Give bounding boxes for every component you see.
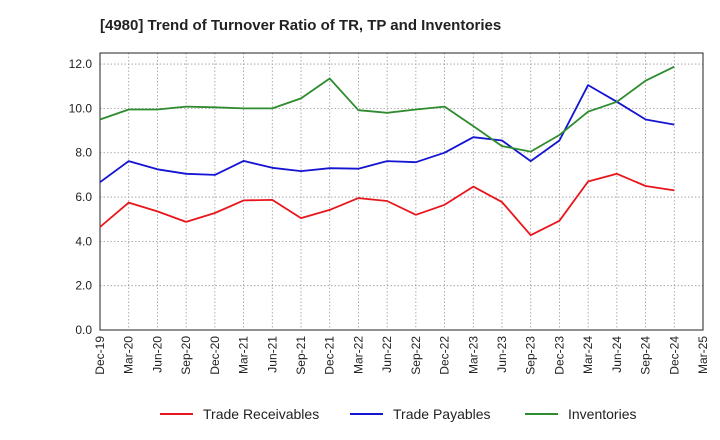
- y-tick-label: 10.0: [69, 101, 93, 115]
- x-tick-label: Dec-24: [667, 336, 681, 375]
- y-tick-label: 8.0: [75, 146, 92, 160]
- plot-frame: [99, 52, 704, 331]
- x-tick-label: Mar-20: [122, 336, 136, 374]
- x-tick-label: Mar-21: [237, 336, 251, 374]
- y-tick-label: 2.0: [75, 279, 92, 293]
- y-tick-label: 6.0: [75, 190, 92, 204]
- x-tick-label: Sep-23: [524, 336, 538, 375]
- x-tick-label: Dec-19: [93, 336, 107, 375]
- y-tick-label: 12.0: [69, 57, 93, 71]
- legend-label: Inventories: [568, 406, 636, 422]
- y-tick-label: 4.0: [75, 234, 92, 248]
- series-lines: [99, 65, 675, 237]
- x-tick-label: Sep-20: [179, 336, 193, 375]
- series-line-trade-payables: [99, 84, 675, 183]
- legend-label: Trade Receivables: [203, 406, 319, 422]
- x-tick-label: Dec-22: [438, 336, 452, 375]
- legend: Trade Receivables Trade Payables Inventori…: [160, 406, 636, 422]
- x-tick-label: Dec-20: [208, 336, 222, 375]
- y-tick-label: 0.0: [75, 323, 92, 337]
- x-tick-label: Jun-20: [150, 336, 164, 373]
- x-tick-label: Jun-23: [495, 336, 509, 373]
- x-tick-label: Mar-23: [466, 336, 480, 374]
- x-tick-label: Jun-24: [610, 336, 624, 373]
- series-line-inventories: [99, 65, 675, 153]
- series-line-trade-receivables: [99, 172, 675, 237]
- x-tick-label: Sep-21: [294, 336, 308, 375]
- x-tick-label: Jun-22: [380, 336, 394, 373]
- x-tick-label: Mar-25: [696, 336, 710, 374]
- x-tick-label: Jun-21: [265, 336, 279, 373]
- legend-label: Trade Payables: [393, 406, 491, 422]
- x-tick-label: Mar-24: [581, 336, 595, 374]
- x-axis-ticks: Dec-19 Mar-20 Jun-20 Sep-20 Dec-20 Mar-21 Jun-…: [93, 336, 710, 375]
- x-tick-label: Sep-24: [639, 336, 653, 375]
- chart-title: [4980] Trend of Turnover Ratio of TR, TP…: [100, 17, 501, 34]
- x-tick-label: Sep-22: [409, 336, 423, 375]
- grid-lines: [100, 53, 703, 330]
- x-tick-label: Dec-23: [552, 336, 566, 375]
- y-axis-ticks: 0.0 2.0 4.0 6.0 8.0 10.0 12.0: [69, 57, 93, 337]
- x-tick-label: Mar-22: [351, 336, 365, 374]
- x-tick-label: Dec-21: [323, 336, 337, 375]
